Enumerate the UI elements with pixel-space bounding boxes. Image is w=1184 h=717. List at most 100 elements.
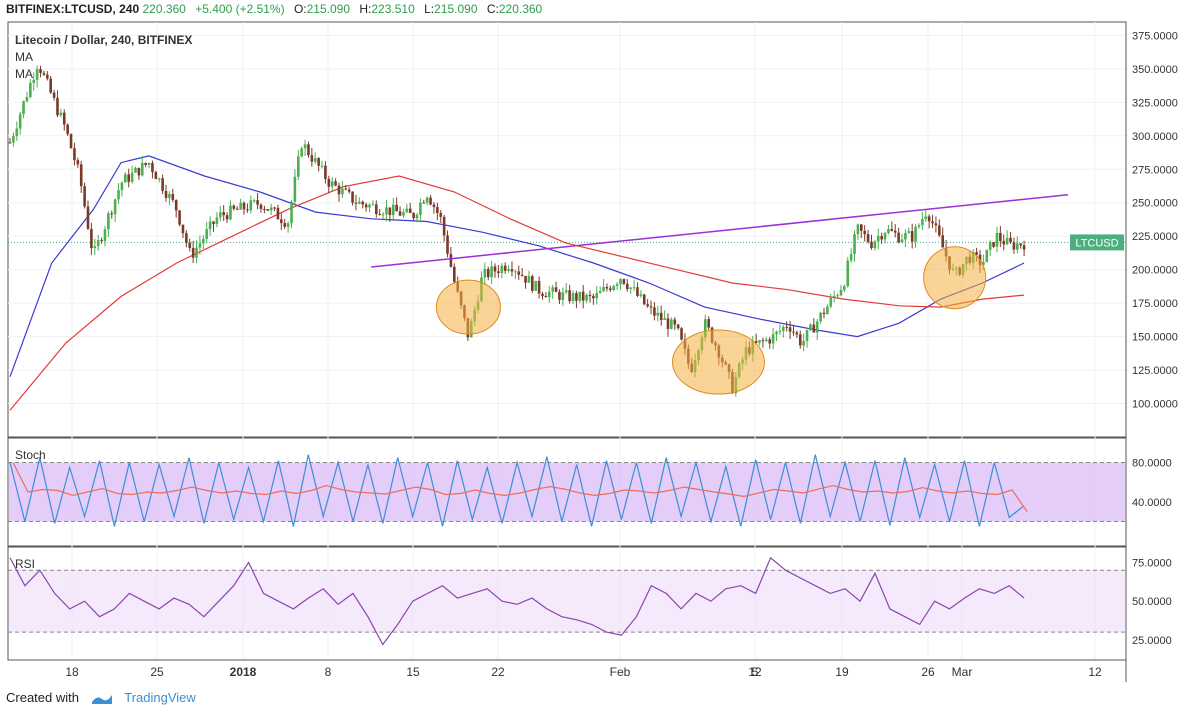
candle-body (96, 240, 100, 247)
annotations (371, 193, 1069, 395)
candle-body (436, 207, 439, 213)
candle-body (982, 262, 985, 266)
rsi-tick-label: 25.0000 (1132, 635, 1172, 647)
candle-body (324, 165, 327, 179)
highlight-ellipse (671, 329, 765, 395)
open-label: O: (293, 2, 307, 16)
candle-body (117, 190, 120, 200)
candle-body (1022, 245, 1026, 250)
candle-body (140, 162, 144, 176)
candle-body (388, 207, 392, 216)
x-tick-label: 8 (325, 665, 332, 679)
stoch-label: Stoch (15, 448, 46, 462)
candle-body (195, 247, 198, 258)
ma-legend-2[interactable]: MA (15, 67, 33, 81)
candle-body (412, 213, 415, 219)
candle-body (69, 134, 73, 149)
low-value: 215.090 (434, 2, 478, 16)
candle-body (341, 188, 344, 195)
candle-body (171, 193, 175, 200)
candle-body (609, 288, 612, 291)
open-value: 215.090 (306, 2, 351, 16)
candle-body (826, 306, 829, 315)
candle-body (415, 214, 419, 219)
candle-body (442, 216, 446, 236)
candle-body (921, 219, 924, 226)
candle-body (439, 212, 443, 217)
candle-body (1002, 240, 1006, 245)
candle-body (853, 234, 856, 255)
x-tick-label: Mar (952, 665, 973, 679)
x-tick-label: 12 (748, 665, 762, 679)
candle-body (225, 215, 229, 220)
rsi-band (9, 570, 1125, 633)
candle-body (62, 112, 66, 125)
candle-body (775, 331, 778, 335)
candle-body (917, 225, 921, 227)
candle-body (809, 324, 812, 330)
ma-legend-1[interactable]: MA (15, 50, 33, 64)
candle-body (880, 235, 883, 240)
candle-body (296, 156, 300, 177)
candle-body (198, 243, 202, 248)
candle-body (927, 216, 931, 222)
candle-body (836, 295, 839, 297)
candle-body (191, 248, 195, 258)
candle-body (168, 193, 171, 198)
x-tick-label: 18 (65, 665, 79, 679)
candle-body (273, 207, 276, 209)
candle-body (622, 279, 626, 284)
candle-body (887, 228, 890, 233)
candle-body (680, 328, 683, 340)
candle-body (8, 142, 12, 144)
candle-body (656, 312, 660, 316)
grid (7, 21, 1127, 661)
candle-body (307, 144, 310, 156)
candle-body (202, 239, 205, 244)
candle-body (856, 224, 860, 235)
candle-body (873, 241, 877, 249)
stoch-d-line (12, 462, 1028, 512)
candle-body (83, 186, 86, 207)
stoch-tick-label: 40.0000 (1132, 497, 1172, 509)
candle-body (602, 287, 605, 292)
candle-body (907, 231, 911, 234)
candle-body (107, 213, 110, 230)
candle-body (571, 293, 575, 302)
candle-body (276, 207, 280, 220)
symbol-label[interactable]: BITFINEX:LTCUSD, 240 (6, 2, 140, 16)
candle-body (507, 269, 510, 271)
candle-body (561, 292, 565, 300)
candle-body (293, 176, 297, 202)
candle-body (453, 266, 456, 283)
candle-body (802, 341, 805, 346)
candle-body (239, 202, 242, 210)
candle-body (208, 221, 212, 230)
candle-body (42, 72, 46, 75)
candle-body (249, 200, 253, 211)
candle-body (22, 101, 25, 115)
candle-body (425, 197, 429, 203)
candle-body (843, 286, 846, 290)
x-tick-label: 25 (150, 665, 164, 679)
candle-body (157, 178, 161, 180)
candle-body (975, 252, 978, 255)
candle-body (904, 233, 907, 240)
candle-body (269, 207, 273, 211)
candle-body (893, 230, 897, 233)
candle-body (551, 287, 554, 292)
moving-averages (9, 155, 1025, 411)
candle-body (514, 271, 517, 273)
candle-body (588, 294, 592, 297)
candle-body (310, 155, 314, 162)
low-label: L: (424, 2, 435, 16)
candle-body (534, 280, 538, 291)
candle-body (493, 266, 497, 272)
tradingview-link[interactable]: TradingView (124, 690, 196, 705)
price-tick-label: 325.0000 (1132, 97, 1178, 109)
candle-body (218, 212, 222, 218)
candle-body (531, 276, 534, 291)
candle-body (317, 158, 320, 166)
x-tick-label: 2018 (230, 665, 257, 679)
